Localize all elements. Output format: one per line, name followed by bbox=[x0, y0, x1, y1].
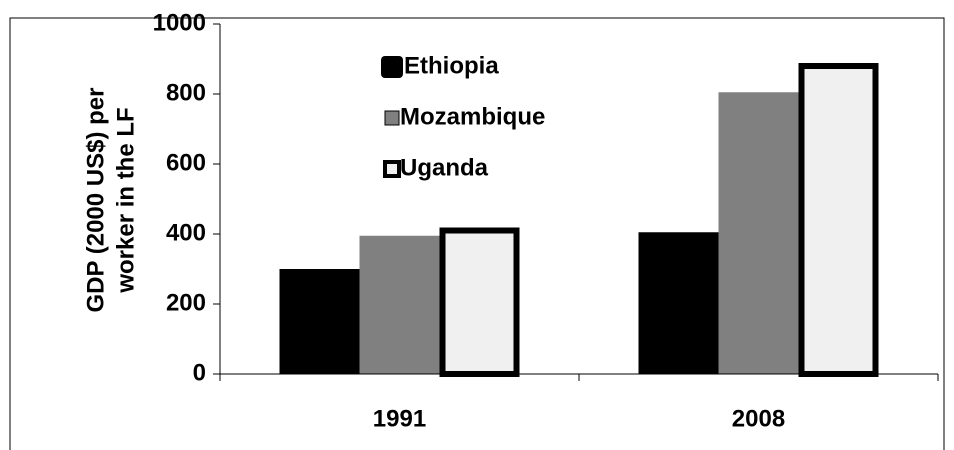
y-tick-label: 200 bbox=[166, 289, 206, 316]
chart-border bbox=[9, 17, 945, 450]
legend-label: Uganda bbox=[400, 154, 489, 181]
bar bbox=[638, 232, 719, 374]
bar bbox=[439, 227, 520, 377]
legend-marker bbox=[384, 110, 400, 126]
y-tick-label: 1000 bbox=[153, 9, 206, 36]
y-tick-label: 400 bbox=[166, 219, 206, 246]
bar bbox=[798, 63, 879, 377]
legend-label: Ethiopia bbox=[404, 52, 499, 79]
y-tick-label: 600 bbox=[166, 149, 206, 176]
legend-label: Mozambique bbox=[400, 103, 545, 130]
x-tick-label: 1991 bbox=[373, 405, 426, 432]
bar bbox=[718, 92, 799, 374]
bar bbox=[359, 235, 440, 374]
y-tick-label: 0 bbox=[193, 359, 206, 386]
legend-marker bbox=[383, 160, 401, 178]
y-tick-label: 800 bbox=[166, 79, 206, 106]
y-axis-label: worker in the LF bbox=[112, 107, 139, 293]
bar bbox=[279, 269, 360, 374]
legend-marker bbox=[381, 56, 403, 78]
y-axis-label: GDP (2000 US$) per bbox=[82, 88, 109, 313]
x-tick-label: 2008 bbox=[732, 405, 785, 432]
